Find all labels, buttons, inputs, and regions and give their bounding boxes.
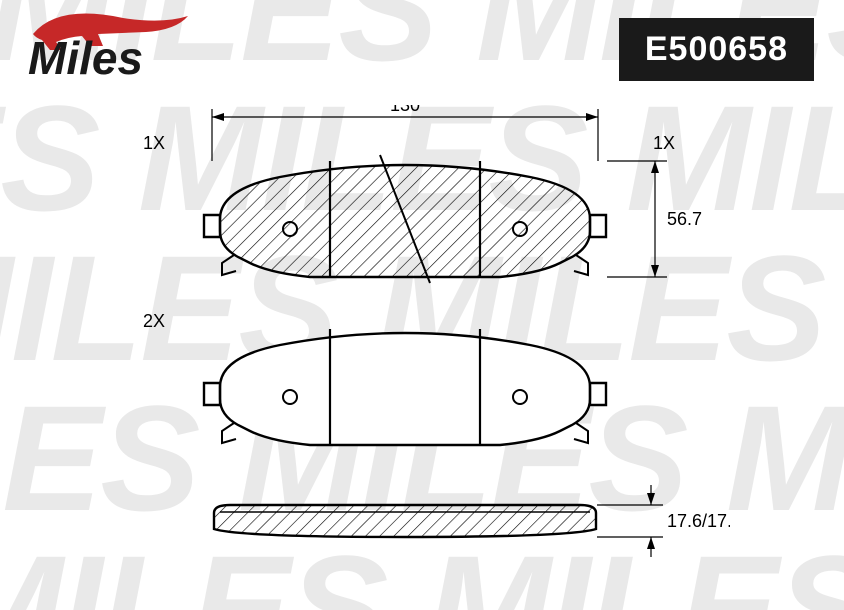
technical-drawing: 130 1X 1X <box>115 105 730 585</box>
dimension-height: 56.7 <box>607 161 702 277</box>
dimension-height-label: 56.7 <box>667 209 702 229</box>
part-number-badge: E500658 <box>619 18 814 81</box>
brake-pad-top <box>204 155 606 283</box>
brake-pad-bottom <box>204 329 606 445</box>
dimension-width-label: 130 <box>390 105 420 115</box>
qty-top-left: 1X <box>143 133 165 153</box>
dimension-thickness-label: 17.6/17.2 <box>667 511 730 531</box>
qty-top-right: 1X <box>653 133 675 153</box>
dimension-thickness: 17.6/17.2 <box>597 485 730 557</box>
brake-pad-section <box>214 505 596 537</box>
dimension-width: 130 <box>212 105 598 161</box>
qty-mid-left: 2X <box>143 311 165 331</box>
part-number: E500658 <box>645 30 788 68</box>
brand-name: Miles <box>28 32 143 80</box>
brand-logo: Miles <box>28 10 218 85</box>
